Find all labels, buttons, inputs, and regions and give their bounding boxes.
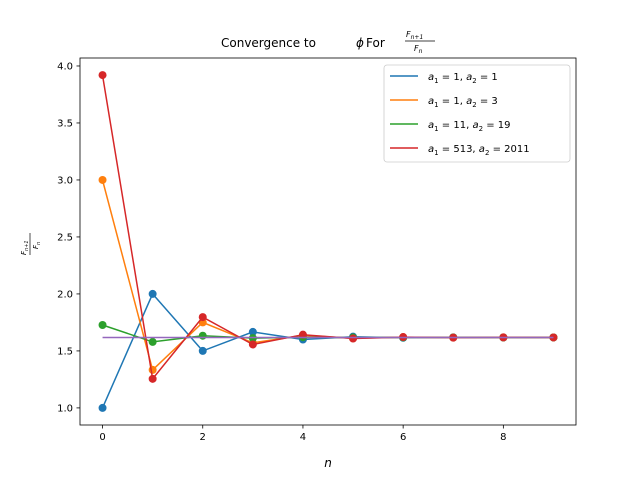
series-4-point (298, 330, 307, 339)
y-tick-label: 3.5 (57, 118, 73, 129)
series-1-point (248, 327, 257, 336)
x-tick-label: 4 (300, 432, 306, 443)
chart-title-frac-num: Fn+1 (406, 30, 423, 41)
series-4-point (198, 313, 207, 322)
plot-area (98, 71, 558, 412)
series-2-point (148, 365, 157, 374)
legend: a1 = 1, a2 = 1 a1 = 1, a2 = 3 a1 = 11, a2 … (383, 64, 571, 163)
chart-title-prefix: Convergence to (221, 36, 316, 50)
y-tick-label: 2.0 (57, 289, 73, 300)
legend-label: a1 = 11, a2 = 19 (428, 120, 511, 133)
x-tick-label: 0 (99, 432, 105, 443)
y-tick-label: 4.0 (57, 61, 73, 72)
x-tick-label: 8 (500, 432, 506, 443)
series-4-point (98, 71, 107, 80)
y-tick-label: 1.5 (57, 346, 73, 357)
series-1-point (98, 403, 107, 412)
legend-box (383, 64, 571, 163)
y-tick-label: 1.0 (57, 403, 73, 414)
series-3-point (148, 337, 157, 346)
x-tick-label: 2 (200, 432, 206, 443)
y-axis-label: Fn+1 Fn (20, 233, 42, 255)
axes-frame (79, 57, 577, 426)
chart-title-phi: ϕ (356, 36, 364, 50)
y-axis-label-den: Fn (32, 242, 42, 249)
x-tick-label: 6 (400, 432, 406, 443)
series-4-point (349, 334, 358, 343)
series-2-point (98, 175, 107, 184)
series-1-point (148, 289, 157, 298)
legend-items: a1 = 1, a2 = 1 a1 = 1, a2 = 3 a1 = 11, a2 … (390, 72, 530, 157)
y-tick-label: 3.0 (57, 175, 73, 186)
legend-label: a1 = 513, a2 = 2011 (428, 144, 530, 157)
axis-ticks: 0 2 4 6 8 1.0 1.5 2.0 2.5 3.0 3.5 4.0 (57, 61, 506, 443)
y-tick-label: 2.5 (57, 232, 73, 243)
series-1-point (198, 346, 207, 355)
x-axis-label: n (324, 456, 332, 470)
y-axis-label-num: Fn+1 (20, 240, 30, 255)
legend-label: a1 = 1, a2 = 3 (428, 96, 498, 109)
legend-label: a1 = 1, a2 = 1 (428, 72, 498, 85)
chart-title: Convergence to ϕ For Fn+1 Fn (221, 30, 435, 55)
chart-title-frac-den: Fn (414, 44, 423, 55)
series-3-point (198, 331, 207, 340)
series-3-point (98, 321, 107, 330)
series-4-point (148, 374, 157, 383)
chart-title-mid: For (366, 36, 385, 50)
series-4-point (248, 340, 257, 349)
